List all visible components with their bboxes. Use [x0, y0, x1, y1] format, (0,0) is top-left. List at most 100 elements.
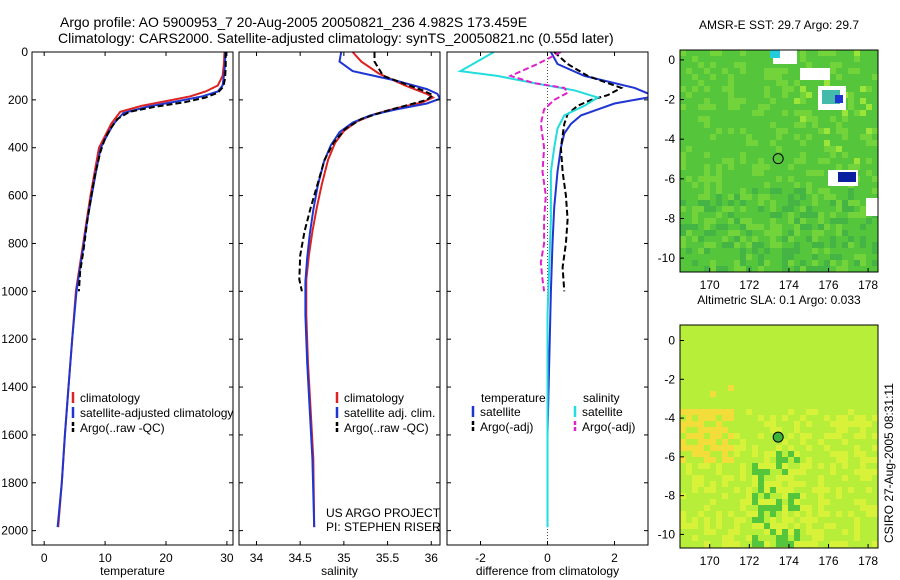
map-cell: [788, 517, 794, 523]
y-tick-label: -2: [664, 372, 675, 386]
map-cell: [782, 385, 788, 391]
map-cell: [824, 188, 830, 194]
map-cell: [830, 451, 836, 457]
map-cell: [758, 511, 764, 517]
map-cell: [848, 403, 854, 409]
map-cell: [788, 409, 794, 415]
map-cell: [704, 343, 710, 349]
map-cell: [800, 122, 806, 128]
map-cell: [842, 457, 848, 463]
map-cell: [692, 421, 698, 427]
map-cell: [764, 337, 770, 343]
map-cell: [692, 206, 698, 212]
map-cell: [770, 98, 776, 104]
series-line-0: [57, 52, 226, 528]
map-cell: [752, 110, 758, 116]
map-cell: [818, 50, 824, 56]
map-cell: [710, 481, 716, 487]
figure-title-line1: Argo profile: AO 5900953_7 20-Aug-2005 2…: [60, 14, 527, 30]
map-cell: [806, 445, 812, 451]
map-cell: [770, 373, 776, 379]
map-cell: [788, 176, 794, 182]
map-cell: [806, 373, 812, 379]
map-cell: [788, 218, 794, 224]
map-cell: [788, 343, 794, 349]
map-cell: [764, 182, 770, 188]
map-cell: [728, 158, 734, 164]
map-cell: [770, 188, 776, 194]
map-cell: [740, 517, 746, 523]
map-cell: [734, 218, 740, 224]
map-cell: [788, 325, 794, 331]
map-cell: [710, 529, 716, 535]
map-cell: [704, 337, 710, 343]
map-cell: [782, 403, 788, 409]
map-cell: [746, 361, 752, 367]
map-cell: [806, 529, 812, 535]
map-cell: [842, 325, 848, 331]
map-cell: [680, 421, 686, 427]
map-cell: [794, 523, 800, 529]
map-cell: [716, 397, 722, 403]
map-cell: [716, 176, 722, 182]
map-cell: [740, 266, 746, 272]
map-cell: [728, 206, 734, 212]
map-cell: [746, 499, 752, 505]
map-cell: [698, 415, 704, 421]
map-cell: [800, 110, 806, 116]
map-cell: [782, 260, 788, 266]
map-cell: [728, 457, 734, 463]
map-cell: [764, 164, 770, 170]
map-cell: [818, 493, 824, 499]
map-cell: [872, 385, 878, 391]
y-tick-label: 0: [21, 45, 28, 59]
map-cell: [854, 499, 860, 505]
map-cell: [716, 433, 722, 439]
map-cell: [692, 379, 698, 385]
map-cell: [848, 511, 854, 517]
map-cell: [860, 361, 866, 367]
map-cell: [812, 200, 818, 206]
credit-line2: PI: STEPHEN RISER: [326, 520, 441, 534]
map-cell: [848, 397, 854, 403]
map-cell: [692, 373, 698, 379]
map-cell: [830, 469, 836, 475]
map-cell: [758, 110, 764, 116]
map-cell: [854, 260, 860, 266]
map-cell: [680, 104, 686, 110]
map-cell: [710, 260, 716, 266]
map-cell: [782, 469, 788, 475]
map-cell: [824, 248, 830, 254]
map-cell: [758, 194, 764, 200]
map-cell: [746, 379, 752, 385]
map-cell: [698, 343, 704, 349]
legend-title-salinity: salinity: [583, 391, 620, 405]
map-cell: [854, 164, 860, 170]
map-cell: [866, 140, 872, 146]
map-cell: [782, 367, 788, 373]
map-cell: [800, 212, 806, 218]
map-cell: [836, 433, 842, 439]
map-cell: [830, 68, 836, 74]
map-cell: [722, 493, 728, 499]
map-cell: [776, 355, 782, 361]
map-cell: [788, 505, 794, 511]
map-cell: [680, 158, 686, 164]
map-cell: [704, 409, 710, 415]
map-cell: [698, 355, 704, 361]
map-cell: [854, 212, 860, 218]
map-cell: [830, 325, 836, 331]
map-cell: [680, 230, 686, 236]
map-cell: [848, 487, 854, 493]
map-cell: [848, 379, 854, 385]
map-cell: [842, 110, 848, 116]
map-cell: [740, 200, 746, 206]
map-cell: [800, 439, 806, 445]
map-cell: [746, 325, 752, 331]
map-cell: [812, 236, 818, 242]
map-cell: [872, 74, 878, 80]
map-cell: [860, 367, 866, 373]
map-cell: [860, 505, 866, 511]
map-cell: [812, 266, 818, 272]
map-cell: [842, 134, 848, 140]
